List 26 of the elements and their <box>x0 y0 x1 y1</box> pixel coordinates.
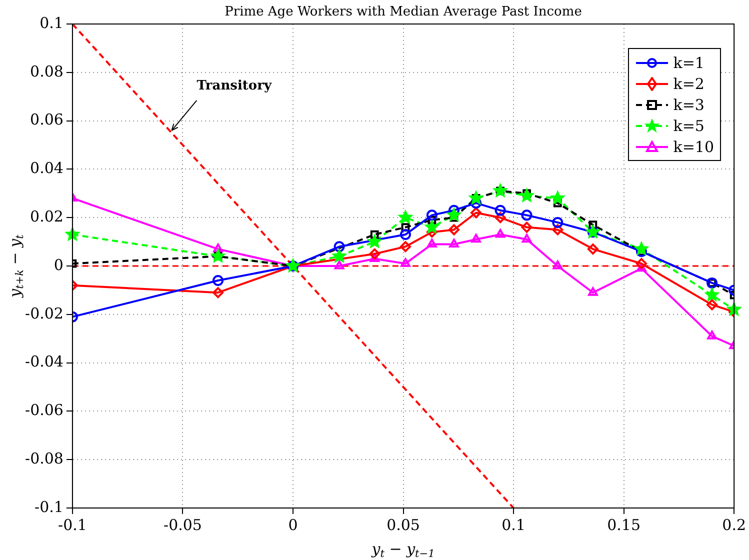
x-tick-label: 0.05 <box>386 516 420 534</box>
y-tick-label: 0 <box>54 256 64 274</box>
legend-label: k=2 <box>673 74 704 92</box>
x-tick-label: 0.1 <box>502 516 526 534</box>
y-tick-label: 0.02 <box>30 207 64 226</box>
y-tick-label: 0.04 <box>30 159 64 178</box>
x-tick-label: 0.2 <box>722 516 746 534</box>
legend-label: k=10 <box>673 138 714 156</box>
legend-label: k=3 <box>673 96 704 114</box>
x-tick-label: 0 <box>288 516 298 534</box>
y-tick-label: -0.08 <box>25 449 64 468</box>
y-tick-label: 0.08 <box>30 62 64 80</box>
y-tick-label: -0.04 <box>25 352 64 371</box>
y-tick-label: 0.06 <box>30 110 64 129</box>
legend-label: k=5 <box>673 116 704 134</box>
y-tick-label: -0.02 <box>25 304 64 322</box>
x-tick-label: -0.1 <box>58 516 87 534</box>
annotation: Transitory <box>196 78 272 94</box>
y-tick-label: -0.06 <box>25 401 64 420</box>
y-tick-label: -0.1 <box>34 498 64 516</box>
chart-title: Prime Age Workers with Median Average Past Income <box>224 4 582 20</box>
x-tick-label: 0.15 <box>607 516 641 534</box>
y-axis-title: yt+k − yt <box>6 234 26 298</box>
legend-label: k=1 <box>673 54 704 72</box>
x-tick-label: -0.05 <box>164 516 202 534</box>
y-tick-label: 0.1 <box>40 14 64 32</box>
